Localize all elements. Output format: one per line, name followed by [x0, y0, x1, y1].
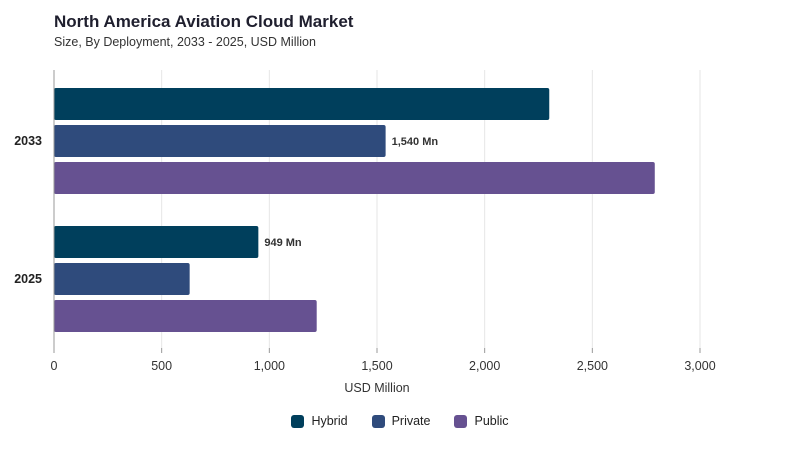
chart-subtitle: Size, By Deployment, 2033 - 2025, USD Mi… [54, 35, 316, 49]
bar-hybrid-2033 [54, 88, 550, 120]
bar-public-2033 [54, 162, 655, 194]
legend-label: Public [474, 414, 509, 428]
axes: 0 500 1,000 1,500 2,000 2,500 3,000 USD Million… [14, 70, 716, 395]
legend-label: Private [391, 414, 431, 428]
legend-swatch [371, 414, 385, 428]
x-tick-label: 0 [51, 359, 58, 373]
bar-public-2025 [54, 300, 317, 332]
y-category-label: 2025 [14, 272, 42, 286]
legend-item-hybrid[interactable]: Hybrid [291, 414, 348, 428]
legend-label: Hybrid [311, 414, 348, 428]
x-tick-label: 1,500 [361, 359, 392, 373]
data-labels: 1,540 Mn 949 Mn [264, 136, 438, 249]
bars [54, 88, 655, 332]
legend-swatch [291, 414, 305, 428]
x-tick-label: 2,000 [469, 359, 500, 373]
legend-item-private[interactable]: Private [371, 414, 431, 428]
bar-private-2033 [54, 125, 386, 157]
x-tick-label: 3,000 [684, 359, 715, 373]
x-axis-label: USD Million [344, 381, 409, 395]
y-category-label: 2033 [14, 134, 42, 148]
x-tick-label: 500 [151, 359, 172, 373]
bar-private-2025 [54, 263, 190, 295]
x-tick-label: 2,500 [577, 359, 608, 373]
legend: Hybrid Private Public [0, 414, 800, 428]
x-tick-label: 1,000 [254, 359, 285, 373]
bar-hybrid-2025 [54, 226, 259, 258]
data-label: 949 Mn [264, 237, 302, 249]
data-label: 1,540 Mn [392, 136, 439, 148]
legend-swatch [454, 414, 468, 428]
chart-title: North America Aviation Cloud Market [54, 12, 354, 31]
legend-item-public[interactable]: Public [454, 414, 509, 428]
